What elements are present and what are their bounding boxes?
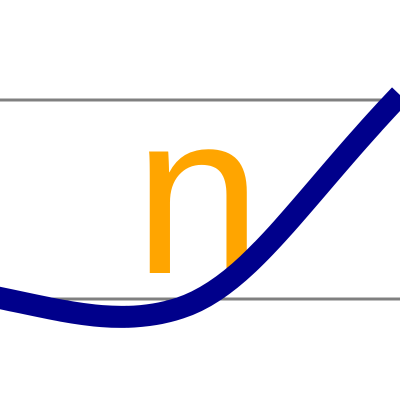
rising-curve [0, 87, 400, 328]
